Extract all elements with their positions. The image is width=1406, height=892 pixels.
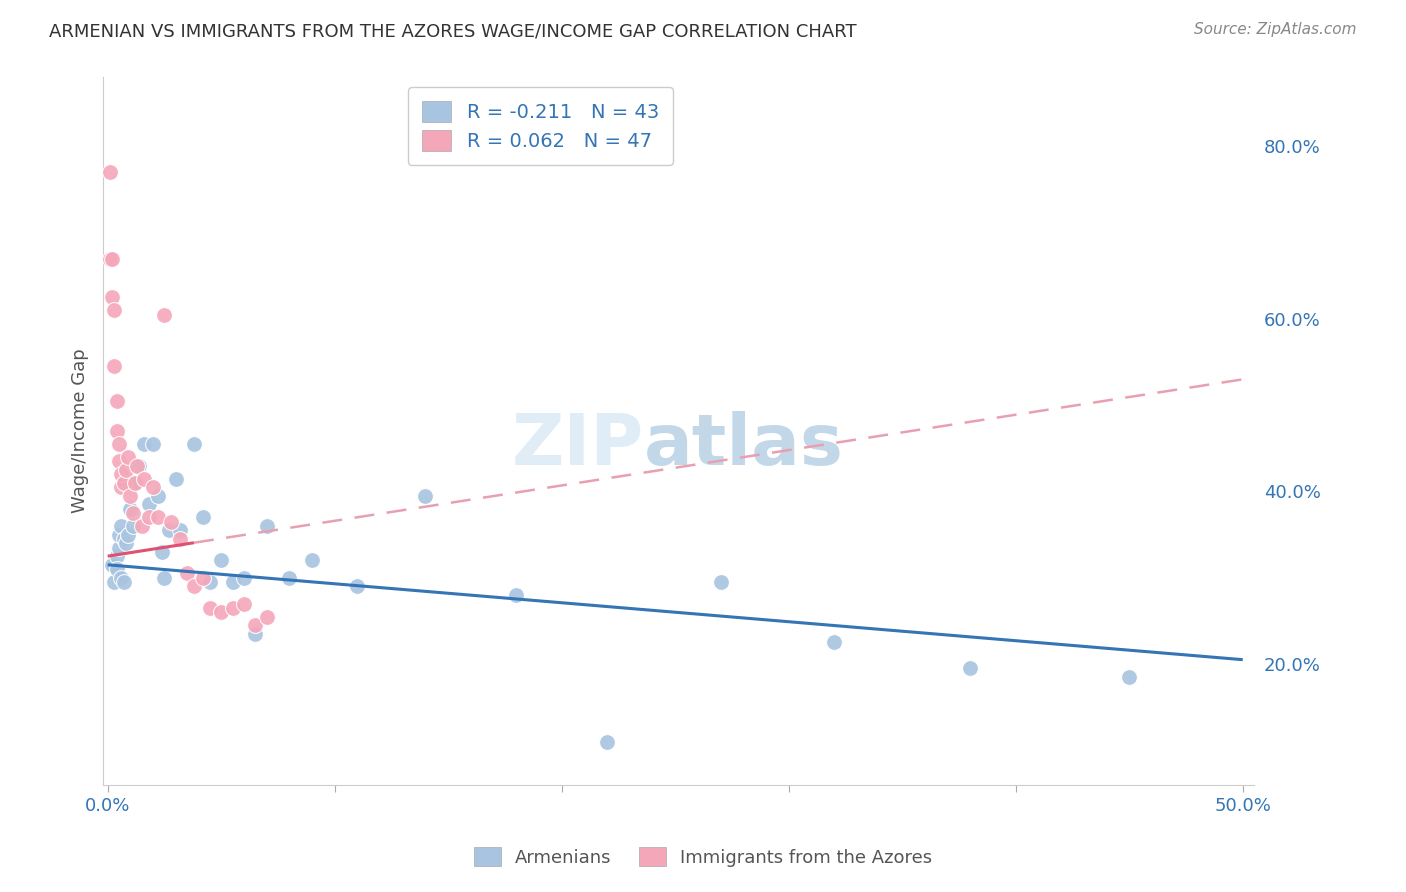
Point xyxy=(160,515,183,529)
Point xyxy=(165,471,187,485)
Point xyxy=(191,510,214,524)
Text: ARMENIAN VS IMMIGRANTS FROM THE AZORES WAGE/INCOME GAP CORRELATION CHART: ARMENIAN VS IMMIGRANTS FROM THE AZORES W… xyxy=(49,22,856,40)
Point xyxy=(209,553,232,567)
Point xyxy=(232,571,254,585)
Text: ZIP: ZIP xyxy=(512,410,644,480)
Point xyxy=(120,501,142,516)
Point xyxy=(221,575,243,590)
Point xyxy=(101,252,124,266)
Point xyxy=(153,571,176,585)
Text: Source: ZipAtlas.com: Source: ZipAtlas.com xyxy=(1194,22,1357,37)
Point xyxy=(127,458,149,473)
Point xyxy=(505,588,527,602)
Point xyxy=(101,290,124,304)
Point xyxy=(103,303,125,318)
Legend: R = -0.211   N = 43, R = 0.062   N = 47: R = -0.211 N = 43, R = 0.062 N = 47 xyxy=(408,87,672,164)
Point xyxy=(108,454,131,468)
Y-axis label: Wage/Income Gap: Wage/Income Gap xyxy=(72,349,89,514)
Point xyxy=(112,475,135,490)
Point xyxy=(124,475,146,490)
Point xyxy=(153,308,176,322)
Point xyxy=(120,489,142,503)
Point xyxy=(157,523,180,537)
Point xyxy=(132,471,155,485)
Point xyxy=(959,661,981,675)
Point xyxy=(114,463,136,477)
Point xyxy=(245,627,267,641)
Point xyxy=(169,523,191,537)
Point xyxy=(301,553,323,567)
Point xyxy=(138,497,160,511)
Point xyxy=(142,437,165,451)
Point xyxy=(823,635,845,649)
Point xyxy=(131,519,153,533)
Point xyxy=(146,510,169,524)
Point xyxy=(117,450,139,464)
Text: atlas: atlas xyxy=(644,410,844,480)
Point xyxy=(108,437,131,451)
Point xyxy=(112,575,135,590)
Point xyxy=(198,601,221,615)
Legend: Armenians, Immigrants from the Azores: Armenians, Immigrants from the Azores xyxy=(467,840,939,874)
Point xyxy=(114,536,136,550)
Point xyxy=(105,549,128,564)
Point xyxy=(112,532,135,546)
Point xyxy=(124,475,146,490)
Point xyxy=(98,165,121,179)
Point xyxy=(169,532,191,546)
Point xyxy=(105,424,128,438)
Point xyxy=(110,467,132,482)
Point xyxy=(128,458,150,473)
Point xyxy=(1118,670,1140,684)
Point xyxy=(108,527,131,541)
Point xyxy=(110,519,132,533)
Point xyxy=(596,734,619,748)
Point xyxy=(103,359,125,374)
Point xyxy=(209,605,232,619)
Point xyxy=(256,519,278,533)
Point xyxy=(183,437,205,451)
Point xyxy=(278,571,301,585)
Point xyxy=(346,579,368,593)
Point xyxy=(98,252,121,266)
Point xyxy=(142,480,165,494)
Point xyxy=(710,575,733,590)
Point xyxy=(232,597,254,611)
Point xyxy=(110,571,132,585)
Point xyxy=(103,575,125,590)
Point xyxy=(198,575,221,590)
Point xyxy=(191,571,214,585)
Point xyxy=(138,510,160,524)
Point xyxy=(256,609,278,624)
Point xyxy=(245,618,267,632)
Point xyxy=(101,558,124,572)
Point xyxy=(183,579,205,593)
Point xyxy=(110,480,132,494)
Point xyxy=(117,527,139,541)
Point xyxy=(176,566,198,581)
Point xyxy=(121,519,143,533)
Point xyxy=(105,562,128,576)
Point xyxy=(150,545,173,559)
Point xyxy=(132,437,155,451)
Point xyxy=(108,541,131,555)
Point xyxy=(221,601,243,615)
Point xyxy=(121,506,143,520)
Point xyxy=(415,489,437,503)
Point xyxy=(105,393,128,408)
Point xyxy=(146,489,169,503)
